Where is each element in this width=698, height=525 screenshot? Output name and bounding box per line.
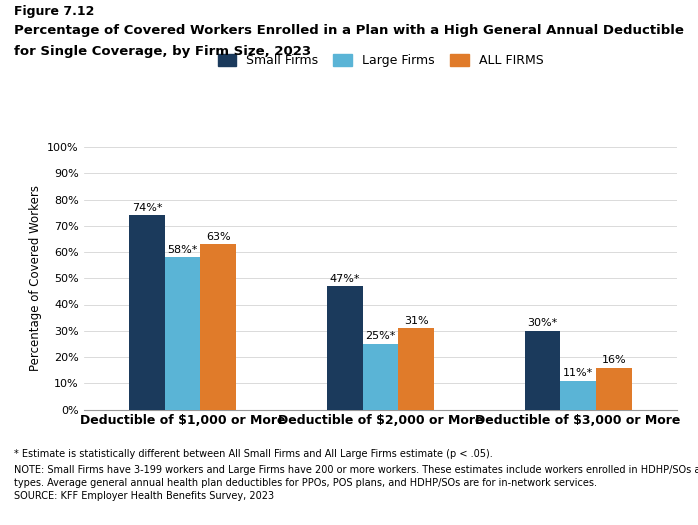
Bar (129, 215, 165, 410)
Text: 25%*: 25%* (365, 331, 396, 341)
Bar (525, 331, 560, 410)
Text: NOTE: Small Firms have 3-199 workers and Large Firms have 200 or more workers. T: NOTE: Small Firms have 3-199 workers and… (14, 465, 698, 475)
Bar (560, 381, 596, 410)
Text: SOURCE: KFF Employer Health Benefits Survey, 2023: SOURCE: KFF Employer Health Benefits Sur… (14, 491, 274, 501)
Bar (398, 328, 433, 410)
Text: 31%: 31% (403, 316, 429, 326)
Bar (596, 368, 632, 410)
Text: 74%*: 74%* (132, 203, 163, 213)
Text: 11%*: 11%* (563, 368, 593, 378)
Bar (200, 244, 236, 410)
Text: 30%*: 30%* (528, 318, 558, 328)
Text: 58%*: 58%* (168, 245, 198, 255)
Text: * Estimate is statistically different between All Small Firms and All Large Firm: * Estimate is statistically different be… (14, 449, 493, 459)
Y-axis label: Percentage of Covered Workers: Percentage of Covered Workers (29, 185, 42, 371)
Legend: Small Firms, Large Firms, ALL FIRMS: Small Firms, Large Firms, ALL FIRMS (218, 54, 543, 67)
Text: 16%: 16% (602, 355, 626, 365)
Bar (363, 344, 398, 410)
Text: Figure 7.12: Figure 7.12 (14, 5, 94, 18)
Bar (165, 257, 200, 410)
Text: Percentage of Covered Workers Enrolled in a Plan with a High General Annual Dedu: Percentage of Covered Workers Enrolled i… (14, 24, 684, 37)
Bar (327, 286, 363, 410)
Text: 47%*: 47%* (329, 274, 360, 284)
Text: for Single Coverage, by Firm Size, 2023: for Single Coverage, by Firm Size, 2023 (14, 45, 311, 58)
Text: types. Average general annual health plan deductibles for PPOs, POS plans, and H: types. Average general annual health pla… (14, 478, 597, 488)
Text: 63%: 63% (206, 232, 230, 242)
